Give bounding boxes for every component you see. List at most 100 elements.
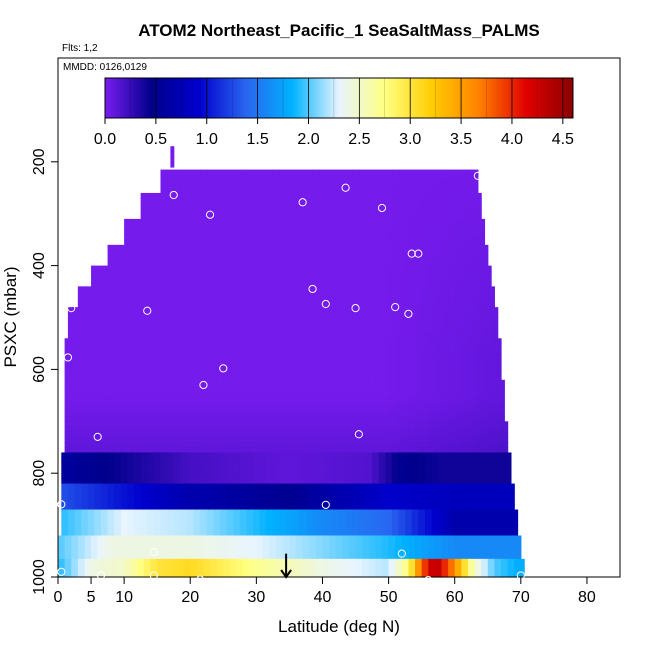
heatmap-cell xyxy=(411,519,419,526)
heatmap-cell xyxy=(219,190,228,194)
heatmap-cell xyxy=(391,203,400,210)
heatmap-cell xyxy=(464,198,472,204)
heatmap-cell xyxy=(381,229,390,236)
heatmap-cell xyxy=(150,281,158,287)
heatmap-cell xyxy=(312,244,320,251)
heatmap-cell xyxy=(329,421,337,428)
heatmap-cell xyxy=(190,291,198,298)
heatmap-cell xyxy=(216,447,224,454)
heatmap-cell xyxy=(388,564,396,570)
heatmap-cell xyxy=(160,244,168,251)
heatmap-cell xyxy=(259,525,267,531)
heatmap-cell xyxy=(226,457,234,464)
heatmap-cell xyxy=(339,468,347,474)
heatmap-cell xyxy=(190,447,198,454)
heatmap-cell xyxy=(398,317,406,324)
heatmap-cell xyxy=(424,190,433,194)
heatmap-cell xyxy=(520,558,525,565)
heatmap-cell xyxy=(160,519,168,526)
heatmap-cell xyxy=(405,473,413,479)
heatmap-cell xyxy=(140,509,148,516)
heatmap-cell xyxy=(391,174,400,181)
heatmap-cell xyxy=(190,426,198,433)
heatmap-cell xyxy=(210,384,218,391)
heatmap-cell xyxy=(219,198,228,204)
heatmap-cell xyxy=(401,421,410,428)
heatmap-cell xyxy=(97,286,105,293)
heatmap-cell xyxy=(84,416,92,422)
heatmap-cell xyxy=(362,442,370,448)
heatmap-cell xyxy=(431,255,439,262)
heatmap-cell xyxy=(428,229,436,236)
heatmap-cell xyxy=(315,442,324,448)
heatmap-cell xyxy=(147,198,155,204)
heatmap-cell xyxy=(474,265,482,272)
heatmap-cell xyxy=(253,179,261,186)
heatmap-cell xyxy=(309,416,317,422)
heatmap-cell xyxy=(249,286,257,293)
heatmap-cell xyxy=(434,218,443,225)
heatmap-cell xyxy=(114,525,122,531)
heatmap-cell xyxy=(140,504,148,511)
heatmap-cell xyxy=(177,416,185,422)
heatmap-cell xyxy=(322,535,330,542)
heatmap-cell xyxy=(424,514,433,521)
heatmap-cell xyxy=(183,374,191,381)
heatmap-cell xyxy=(206,525,214,531)
heatmap-cell xyxy=(461,395,469,402)
heatmap-cell xyxy=(434,270,443,277)
heatmap-cell xyxy=(140,468,148,474)
heatmap-cell xyxy=(395,447,403,454)
heatmap-cell xyxy=(243,564,251,570)
heatmap-cell xyxy=(266,499,274,505)
heatmap-cell xyxy=(134,333,142,339)
heatmap-cell xyxy=(487,338,495,345)
heatmap-cell xyxy=(302,239,310,246)
heatmap-cell xyxy=(143,374,152,381)
heatmap-cell xyxy=(196,431,205,438)
heatmap-cell xyxy=(203,270,211,277)
heatmap-cell xyxy=(325,478,333,485)
heatmap-cell xyxy=(200,307,208,313)
heatmap-cell xyxy=(481,545,489,552)
heatmap-cell xyxy=(467,281,476,287)
heatmap-cell xyxy=(424,179,433,186)
heatmap-cell xyxy=(279,255,287,262)
heatmap-cell xyxy=(497,488,505,495)
heatmap-cell xyxy=(266,525,274,531)
heatmap-cell xyxy=(193,333,201,339)
heatmap-cell xyxy=(266,307,274,313)
heatmap-cell xyxy=(167,478,175,485)
heatmap-cell xyxy=(348,564,357,570)
heatmap-cell xyxy=(491,307,499,313)
heatmap-cell xyxy=(305,185,314,191)
heatmap-cell xyxy=(464,307,472,313)
heatmap-cell xyxy=(388,551,396,557)
heatmap-cell xyxy=(276,569,284,575)
heatmap-cell xyxy=(84,426,92,433)
heatmap-cell xyxy=(444,514,452,521)
heatmap-cell xyxy=(253,493,261,500)
heatmap-cell xyxy=(497,478,505,485)
heatmap-cell xyxy=(408,270,416,277)
heatmap-cell xyxy=(302,229,310,236)
heatmap-cell xyxy=(510,493,515,500)
heatmap-cell xyxy=(279,213,287,220)
heatmap-cell xyxy=(487,364,495,370)
heatmap-cell xyxy=(213,317,221,324)
heatmap-cell xyxy=(229,421,238,428)
heatmap-cell xyxy=(358,493,367,500)
heatmap-cell xyxy=(262,540,271,547)
heatmap-cell xyxy=(398,327,406,334)
heatmap-cell xyxy=(183,436,191,443)
heatmap-cell xyxy=(299,322,307,329)
heatmap-cell xyxy=(173,260,181,267)
heatmap-cell xyxy=(236,270,244,277)
heatmap-cell xyxy=(117,270,125,277)
heatmap-cell xyxy=(286,213,294,220)
heatmap-cell xyxy=(150,426,158,433)
heatmap-cell xyxy=(358,327,367,334)
heatmap-cell xyxy=(183,447,191,454)
heatmap-cell xyxy=(381,374,390,381)
heatmap-cell xyxy=(124,405,132,412)
